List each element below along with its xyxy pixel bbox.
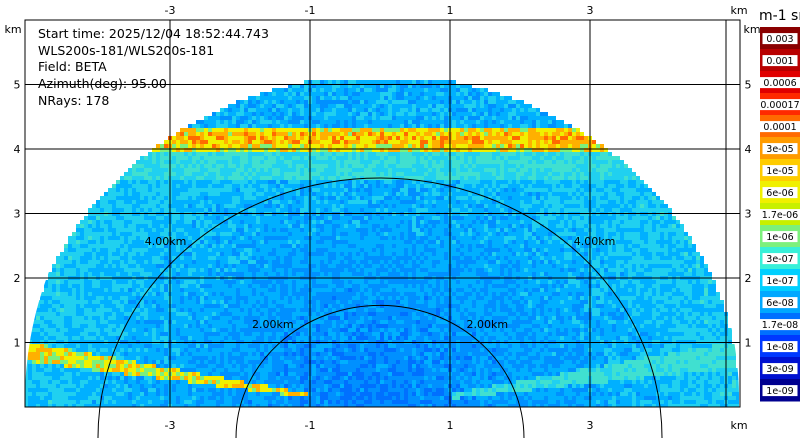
grid-lines [24, 19, 741, 408]
field-label: Field: BETA [38, 59, 107, 74]
colorbar-label: 0.0001 [763, 122, 796, 133]
colorbar-label: 1e-08 [766, 342, 793, 353]
colorbar-label: 1e-06 [766, 232, 793, 243]
y-tick-label: 1 [745, 337, 752, 350]
y-tick-label: 2 [745, 272, 752, 285]
range-ring-label: 4.00km [145, 235, 187, 248]
colorbar-label: 0.00017 [760, 100, 799, 111]
y-tick-label: 3 [745, 208, 752, 221]
y-unit-label: km [4, 23, 21, 36]
colorbar-label: 1e-09 [766, 386, 793, 397]
range-ring-label: 4.00km [574, 235, 616, 248]
colorbar-label: 6e-06 [766, 188, 793, 199]
x-tick-label: 3 [587, 4, 594, 17]
colorbar-label: 1e-07 [766, 276, 793, 287]
x-unit-label: km [730, 4, 747, 17]
y-tick-label: 4 [745, 143, 752, 156]
range-ring [235, 304, 525, 438]
colorbar-label: 1e-05 [766, 166, 793, 177]
x-tick-label: -3 [165, 4, 176, 17]
colorbar-label: 1.7e-08 [762, 320, 798, 331]
y-tick-label: 4 [14, 143, 21, 156]
y-tick-label: 3 [14, 208, 21, 221]
range-rings: 2.00km 2.00km 4.00km 4.00km [97, 177, 663, 438]
x-tick-label: -1 [305, 419, 316, 432]
start-time-label: Start time: 2025/12/04 18:52:44.743 [38, 26, 269, 41]
range-ring-label: 2.00km [252, 318, 294, 331]
colorbar: 0.003 0.001 0.0006 0.00017 0.0001 3e-05 1e-05 6… [756, 27, 800, 402]
colorbar-label: 6e-08 [766, 298, 793, 309]
colorbar-label: 0.003 [766, 34, 793, 45]
y-unit-label: km [743, 23, 760, 36]
y-tick-label: 5 [14, 79, 21, 92]
x-tick-label: -3 [165, 419, 176, 432]
colorbar-label: 3e-05 [766, 144, 793, 155]
range-ring [97, 177, 663, 438]
beta-field-heatmap [24, 80, 739, 408]
colorbar-label: 3e-09 [766, 364, 793, 375]
colorbar-title: m-1 sr-1 [759, 8, 800, 24]
colorbar-label: 1.7e-06 [762, 210, 798, 221]
range-ring-label: 2.00km [466, 318, 508, 331]
azimuth-label: Azimuth(deg): 95.00 [38, 76, 167, 91]
colorbar-label: 0.0006 [763, 78, 796, 89]
y-tick-label: 1 [14, 337, 21, 350]
y-tick-label: 5 [745, 79, 752, 92]
instrument-label: WLS200s-181/WLS200s-181 [38, 43, 215, 58]
y-tick-label: 2 [14, 272, 21, 285]
x-unit-label: km [730, 419, 747, 432]
colorbar-label: 3e-07 [766, 254, 793, 265]
x-tick-label: 1 [447, 419, 454, 432]
axis-ticks: -3 -3 -1 -1 1 1 3 3 km km km km 1 1 2 2 3 3 4 4 5 5 [4, 4, 760, 432]
nrays-label: NRays: 178 [38, 93, 110, 108]
x-tick-label: 3 [587, 419, 594, 432]
x-tick-label: -1 [305, 4, 316, 17]
colorbar-label: 0.001 [766, 56, 793, 67]
x-tick-label: 1 [447, 4, 454, 17]
